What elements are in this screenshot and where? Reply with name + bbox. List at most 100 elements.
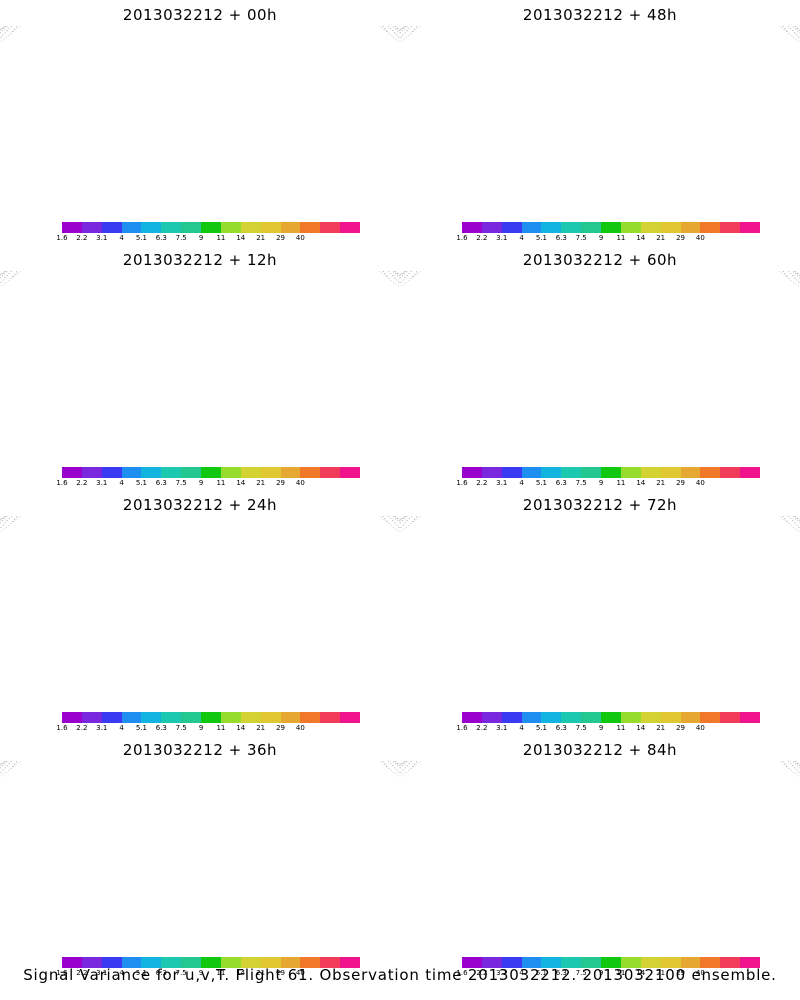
- colorbar-label: 1.6: [56, 234, 68, 242]
- colorbar-label: 11: [216, 479, 226, 487]
- variance-blob: [190, 377, 210, 405]
- colorbar-label: 4: [119, 724, 124, 732]
- colorbar-swatch: [700, 222, 721, 233]
- variance-blob: [597, 92, 613, 99]
- colorbar-swatch: [521, 222, 542, 233]
- colorbar-swatch: [300, 957, 321, 968]
- variance-blob: [597, 337, 613, 344]
- coastline: [439, 285, 739, 344]
- colorbar-swatch: [320, 222, 341, 233]
- latitude-line: [410, 761, 790, 770]
- colorbar-label: 3.1: [496, 969, 508, 977]
- map: [0, 26, 400, 99]
- colorbar-label: 11: [616, 234, 626, 242]
- latitude-line: [410, 516, 790, 525]
- colorbar-label: 4: [519, 479, 524, 487]
- colorbar-swatch: [260, 222, 282, 233]
- map-panel: 2013032212 + 24h 1.6 2.2 3.1 4 5.1 6.3 7.5 9 11 1…: [0, 490, 400, 735]
- latitude-line: [400, 271, 800, 341]
- colorbar-label: 6.3: [555, 724, 567, 732]
- map-boundary: [400, 516, 800, 533]
- variance-blobs: [105, 791, 295, 834]
- colorbar-label: 9: [598, 969, 604, 977]
- variance-blob: [662, 46, 718, 86]
- variance-blob: [655, 321, 705, 344]
- meridian-line: [341, 517, 400, 589]
- colorbar-label: 2.2: [476, 479, 488, 487]
- meridian-line: [510, 79, 549, 99]
- meridian-line: [299, 304, 373, 344]
- meridian-line: [510, 814, 549, 834]
- meridian-line: [699, 549, 773, 589]
- colorbar-label: 4: [519, 234, 524, 242]
- colorbar-swatch: [581, 957, 602, 968]
- variance-blob: [205, 546, 295, 589]
- meridian-line: [341, 272, 400, 344]
- latitude-line: [10, 516, 390, 525]
- latitude-line: [0, 761, 400, 831]
- variance-blob: [510, 306, 750, 344]
- colorbar-label: 5.1: [135, 724, 148, 732]
- colorbar-swatch: [220, 467, 242, 478]
- colorbar-swatch: [101, 957, 123, 968]
- panel-title: 2013032212 + 12h: [122, 251, 278, 269]
- meridian-line: [651, 79, 690, 99]
- colorbar-swatch: [740, 222, 761, 233]
- colorbar-label: 2.2: [76, 479, 88, 487]
- meridian-line: [427, 549, 501, 589]
- map: [0, 271, 400, 405]
- colorbar: 1.6 2.2 3.1 4 5.1 6.3 7.5 9 11 14 21 29 40: [56, 467, 361, 491]
- latitude-line: [410, 271, 790, 280]
- variance-blobs: [105, 546, 295, 701]
- coastline: [39, 40, 339, 99]
- variance-blob: [155, 591, 245, 701]
- colorbar-swatch: [561, 467, 582, 478]
- colorbar-label: 14: [636, 724, 646, 732]
- colorbar-label: 3.1: [96, 969, 108, 977]
- colorbar-label: 21: [656, 479, 666, 487]
- colorbar-swatch: [280, 222, 301, 233]
- variance-blob: [300, 71, 310, 85]
- graticule: [0, 26, 400, 99]
- colorbar-swatch: [481, 957, 503, 968]
- colorbar-label: 11: [616, 479, 626, 487]
- colorbar-swatch: [660, 712, 682, 723]
- variance-blob: [142, 341, 158, 344]
- meridian-line: [651, 569, 690, 589]
- colorbar-label: 6.3: [555, 969, 567, 977]
- colorbar-label: 40: [295, 724, 305, 732]
- meridian-line: [299, 549, 373, 589]
- colorbar-swatch: [62, 222, 83, 233]
- latitude-line: [0, 761, 400, 800]
- colorbar-label: 7.5: [575, 724, 587, 732]
- colorbar-swatch: [601, 467, 622, 478]
- colorbar-label: 1.6: [56, 479, 68, 487]
- variance-blob: [485, 126, 655, 206]
- colorbar-swatch: [561, 222, 582, 233]
- colorbar-swatch: [340, 712, 361, 723]
- colorbar-swatch: [240, 467, 262, 478]
- colorbar-label: 3.1: [496, 479, 508, 487]
- latitude-line: [400, 26, 800, 96]
- meridian-line: [0, 762, 59, 834]
- colorbar-swatch: [340, 957, 361, 968]
- variance-blob: [582, 811, 618, 834]
- colorbar-label: 40: [695, 234, 705, 242]
- map-panel: 2013032212 + 36h 1.6 2.2 3.1 4 5.1 6.3 7.5 9 11 1…: [0, 735, 400, 980]
- colorbar: 1.6 2.2 3.1 4 5.1 6.3 7.5 9 11 14 21 29 40: [56, 712, 361, 736]
- colorbar-swatch: [462, 712, 483, 723]
- variance-blob: [490, 601, 710, 691]
- meridian-line: [400, 762, 459, 834]
- variance-blob: [505, 98, 595, 99]
- colorbar-swatch: [541, 222, 562, 233]
- colorbar-label: 5.1: [535, 234, 548, 242]
- coastline-path: [199, 40, 295, 61]
- colorbar-swatch: [201, 222, 222, 233]
- variance-blob: [122, 658, 178, 694]
- map: [0, 761, 400, 911]
- coastline-path: [300, 857, 364, 911]
- coastline-path: [199, 285, 295, 306]
- colorbar-swatch: [181, 957, 202, 968]
- variance-blob: [205, 791, 295, 834]
